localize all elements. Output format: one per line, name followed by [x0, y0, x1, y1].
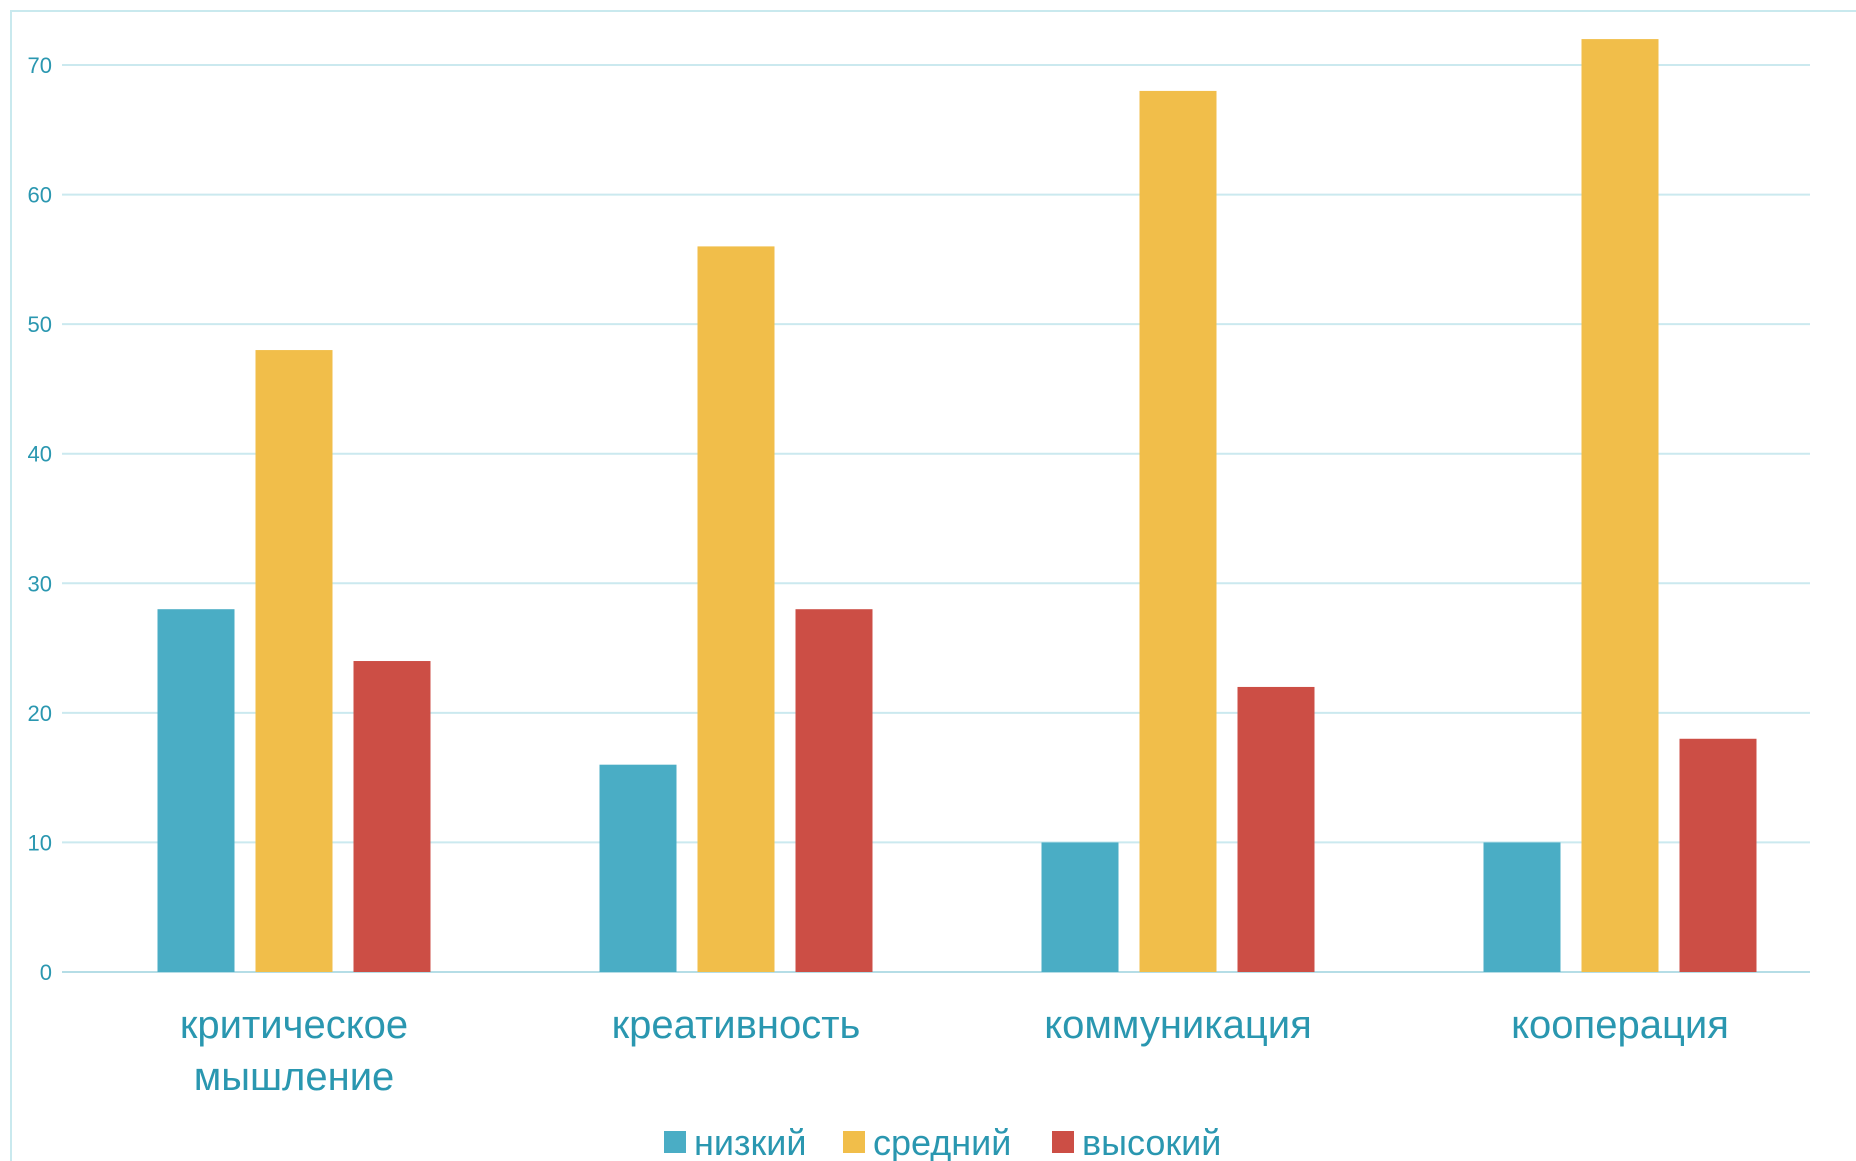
- bar-средний-2: [1139, 90, 1217, 972]
- legend-swatch-низкий: [664, 1131, 686, 1153]
- legend-swatch-высокий: [1052, 1131, 1074, 1153]
- x-category-label: мышление: [194, 1055, 395, 1099]
- bar-высокий-0: [353, 661, 431, 972]
- x-category-label: коммуникация: [1044, 1003, 1312, 1047]
- y-tick-label: 40: [28, 442, 52, 467]
- x-category-label: кооперация: [1511, 1003, 1729, 1047]
- y-tick-label: 0: [40, 960, 52, 985]
- legend-label-низкий: низкий: [694, 1122, 806, 1161]
- bars: [157, 39, 1757, 973]
- y-tick-label: 60: [28, 183, 52, 208]
- legend: низкий средний высокий: [664, 1122, 1221, 1161]
- y-tick-label: 20: [28, 701, 52, 726]
- bar-средний-3: [1581, 39, 1659, 973]
- gridlines: [62, 64, 1810, 973]
- y-tick-label: 10: [28, 830, 52, 855]
- bar-средний-1: [697, 246, 775, 972]
- bar-высокий-1: [795, 609, 873, 972]
- bar-низкий-2: [1041, 842, 1119, 972]
- x-category-label: критическое: [180, 1003, 408, 1047]
- y-tick-label: 30: [28, 571, 52, 596]
- y-axis-ticks: 0 10 20 30 40 50 60 70: [28, 53, 52, 985]
- y-tick-label: 70: [28, 53, 52, 78]
- x-axis-categories: критическое мышление креативность коммуника…: [180, 1003, 1729, 1099]
- y-tick-label: 50: [28, 312, 52, 337]
- bar-средний-0: [255, 350, 333, 972]
- legend-swatch-средний: [843, 1131, 865, 1153]
- bar-низкий-3: [1483, 842, 1561, 972]
- chart-frame: [10, 10, 1856, 1161]
- bar-низкий-0: [157, 609, 235, 972]
- legend-label-высокий: высокий: [1082, 1122, 1221, 1161]
- x-category-label: креативность: [612, 1003, 861, 1047]
- bar-низкий-1: [599, 764, 677, 972]
- bar-высокий-3: [1679, 738, 1757, 972]
- bar-высокий-2: [1237, 686, 1315, 972]
- legend-label-средний: средний: [873, 1122, 1011, 1161]
